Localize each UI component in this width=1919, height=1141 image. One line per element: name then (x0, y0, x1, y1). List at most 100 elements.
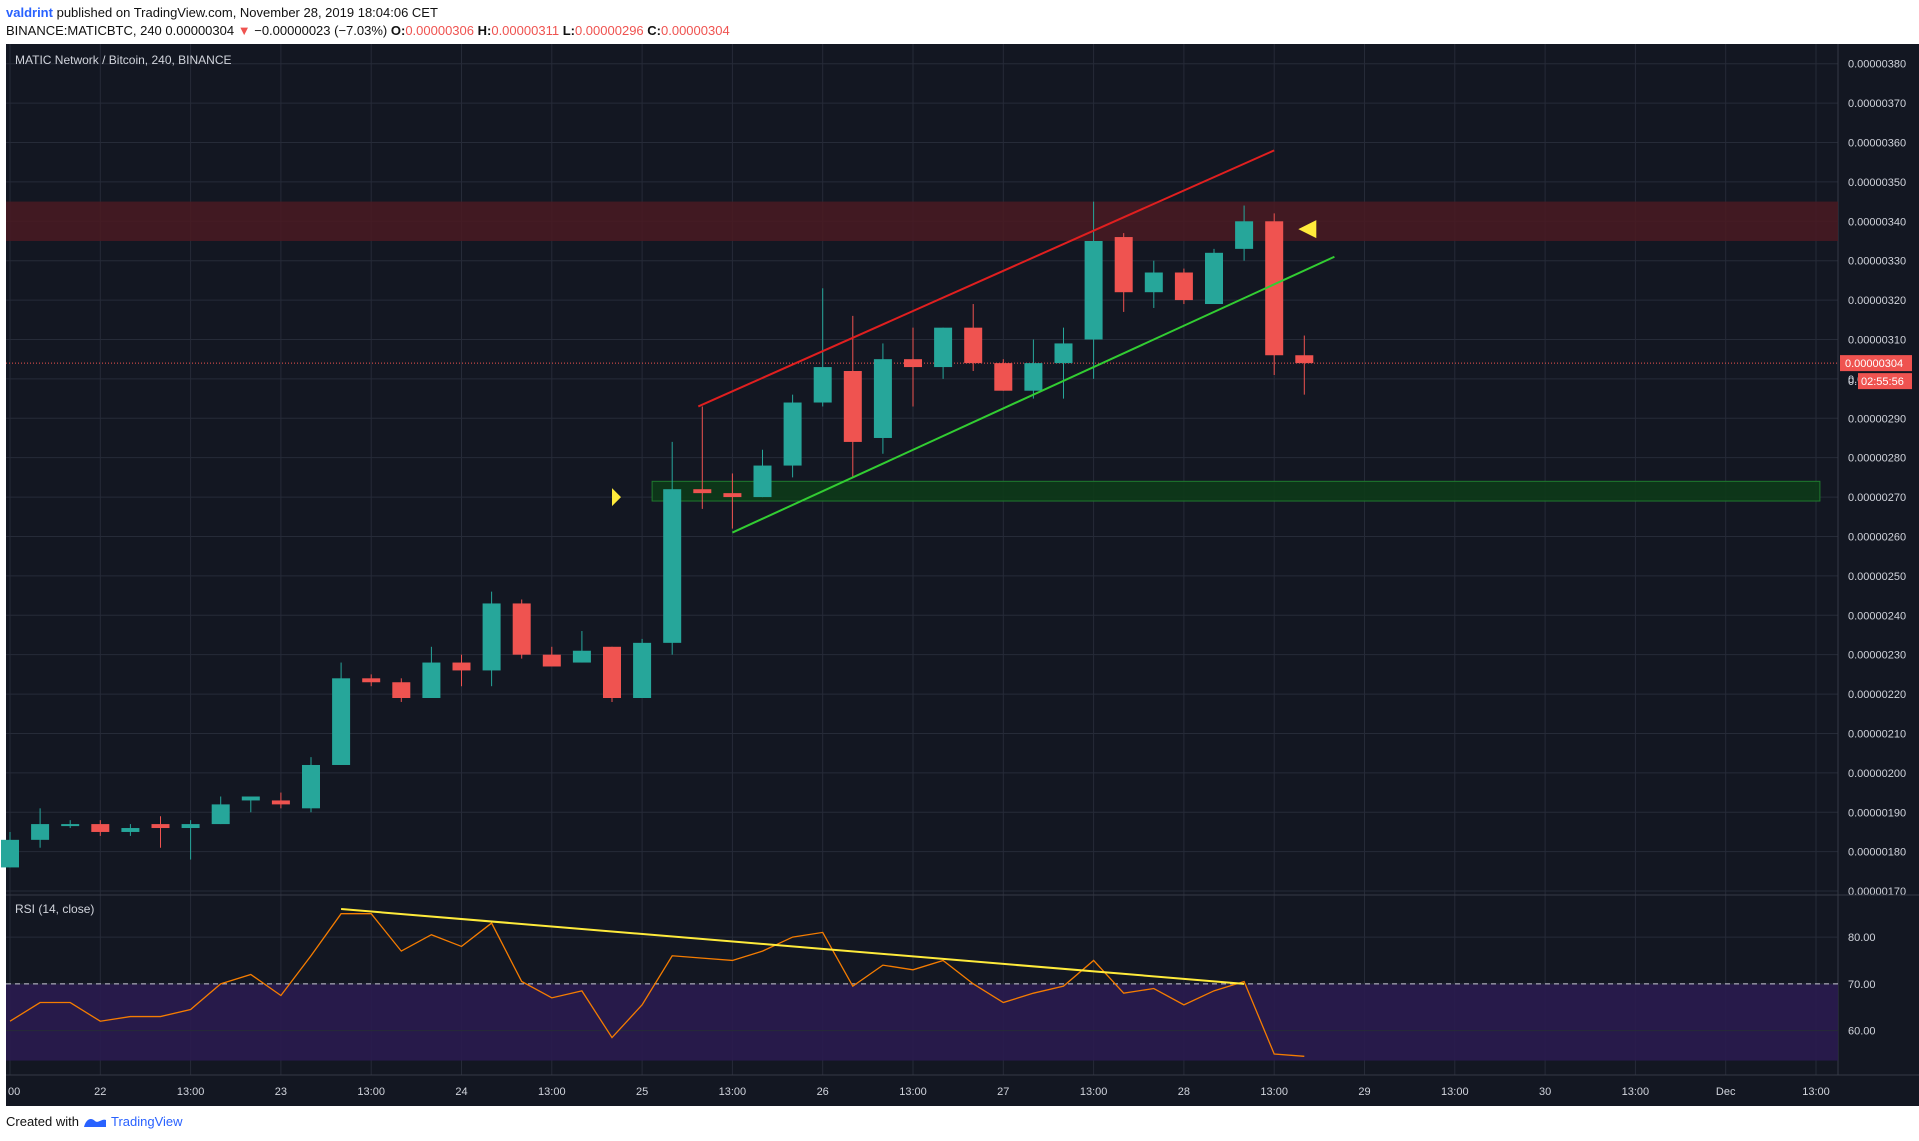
price-tick-label: 0.00000350 (1848, 177, 1906, 189)
rsi-pane[interactable]: 60.00 70.00 80.00 (6, 894, 1919, 1061)
publish-line: valdrint published on TradingView.com, N… (6, 4, 730, 22)
time-tick-label: 13:00 (1622, 1086, 1650, 1098)
time-axis-background (6, 1075, 1919, 1105)
candle-body[interactable] (211, 804, 230, 825)
candle-body[interactable] (843, 371, 862, 442)
candle-body[interactable] (362, 678, 381, 683)
candle-body[interactable] (904, 359, 922, 368)
candle-body[interactable] (1084, 240, 1103, 340)
price-tick-label: 0.00000180 (1848, 847, 1906, 859)
time-tick-label: 29 (1358, 1086, 1370, 1098)
time-tick-label: 13:00 (177, 1086, 205, 1098)
price-tick-label: 0.00000260 (1848, 531, 1906, 543)
open-value: 0.00000306 (405, 23, 474, 38)
candle-body[interactable] (241, 796, 260, 801)
candle-body[interactable] (1, 839, 19, 868)
time-tick-label: 28 (1178, 1086, 1190, 1098)
price-tick-label: 0.00000320 (1848, 295, 1906, 307)
close-value: 0.00000304 (661, 23, 730, 38)
price-pane[interactable]: 0.00000170 0.00000180 0.00000190 0.00000200… (1, 44, 1912, 1075)
price-tick-label: 0.00000360 (1848, 137, 1906, 149)
price-tick-label: 0.00000170 (1848, 886, 1906, 898)
arrow-right-marker-icon[interactable] (612, 488, 621, 507)
last-price-tag (1840, 355, 1912, 372)
created-with-label: Created with (6, 1114, 79, 1129)
candle-body[interactable] (422, 662, 441, 699)
countdown-tag (1858, 373, 1912, 390)
candle-body[interactable] (181, 824, 200, 829)
candle-body[interactable] (723, 493, 742, 498)
time-axis[interactable]: 00 22 13:00 23 13:00 24 13:00 25 13:00 26 13:00 27 1… (6, 1074, 1919, 1105)
candle-body[interactable] (603, 646, 621, 699)
candle-body[interactable] (91, 824, 110, 832)
candle-body[interactable] (934, 327, 953, 368)
tradingview-brand-link[interactable]: TradingView (110, 1114, 183, 1129)
channel-lower-line[interactable] (731, 255, 1335, 534)
partial-price-label: 0. (1848, 376, 1857, 388)
time-tick-label: 25 (636, 1086, 648, 1098)
price-tick-label: 0.00000270 (1848, 492, 1906, 504)
candle-body[interactable] (1205, 252, 1223, 305)
rsi-trendline[interactable] (341, 908, 1245, 985)
chart-header: valdrint published on TradingView.com, N… (6, 4, 730, 40)
candle-body[interactable] (542, 654, 561, 667)
time-tick-label: 22 (94, 1086, 106, 1098)
candle-body[interactable] (1054, 343, 1073, 364)
tradingview-logo-icon[interactable] (83, 1115, 107, 1129)
candle-body[interactable] (1295, 355, 1314, 364)
candle-body[interactable] (753, 465, 772, 498)
publish-info: published on TradingView.com, November 2… (56, 5, 438, 20)
candle-body[interactable] (873, 359, 892, 438)
candle-body[interactable] (1235, 221, 1254, 249)
candle-body[interactable] (61, 824, 80, 827)
candle-body[interactable] (572, 650, 591, 663)
time-tick-label: 24 (455, 1086, 467, 1098)
candle-body[interactable] (1174, 272, 1193, 301)
candle-body[interactable] (1265, 221, 1284, 356)
chart-title: MATIC Network / Bitcoin, 240, BINANCE (15, 53, 232, 67)
price-tick-label: 0.00000340 (1848, 216, 1906, 228)
rsi-label: RSI (14, close) (15, 902, 94, 916)
candle-body[interactable] (1024, 363, 1043, 391)
rsi-line[interactable] (9, 913, 1305, 1057)
price-change: −0.00000023 (−7.03%) (254, 23, 388, 38)
time-tick-label: 13:00 (538, 1086, 566, 1098)
author-link[interactable]: valdrint (6, 5, 53, 20)
candle-body[interactable] (302, 764, 320, 809)
rsi-tick-label: 60.00 (1848, 1026, 1876, 1038)
time-tick-label: Dec (1716, 1086, 1736, 1098)
candle-body[interactable] (633, 642, 652, 699)
candle-body[interactable] (452, 662, 471, 671)
candle-body[interactable] (151, 824, 170, 829)
candle-body[interactable] (271, 800, 290, 805)
candle-body[interactable] (693, 489, 712, 494)
candle-body[interactable] (482, 603, 501, 671)
open-label: O: (390, 23, 406, 38)
candle-body[interactable] (392, 682, 411, 699)
time-tick-label: 30 (1539, 1086, 1551, 1098)
high-value: 0.00000311 (491, 23, 560, 38)
candle-body[interactable] (1144, 272, 1163, 293)
candle-body[interactable] (31, 824, 50, 840)
time-tick-label: 13:00 (899, 1086, 927, 1098)
last-price-tag-label: 0.00000304 (1845, 358, 1903, 370)
candle-body[interactable] (121, 828, 140, 832)
low-value: 0.00000296 (574, 23, 644, 38)
symbol-ohlc-line: BINANCE:MATICBTC, 240 0.00000304 ▼ −0.00… (6, 22, 730, 40)
candle-body[interactable] (994, 363, 1013, 391)
candle-body[interactable] (964, 327, 983, 364)
time-tick-label: 13:00 (1802, 1086, 1830, 1098)
candle-body[interactable] (512, 603, 531, 655)
candle-body[interactable] (1114, 237, 1133, 293)
arrow-left-marker-icon[interactable] (1298, 220, 1317, 239)
candle-body[interactable] (783, 402, 802, 466)
time-tick-label: 23 (275, 1086, 287, 1098)
price-tick-label: 0.00000330 (1848, 256, 1906, 268)
price-tick-label: 0.00000210 (1848, 728, 1906, 740)
candle-body[interactable] (663, 489, 682, 643)
candle-body[interactable] (332, 678, 351, 765)
last-price: 0.00000304 (165, 23, 235, 38)
candle-body[interactable] (813, 367, 832, 403)
channel-upper-line[interactable] (697, 149, 1275, 408)
